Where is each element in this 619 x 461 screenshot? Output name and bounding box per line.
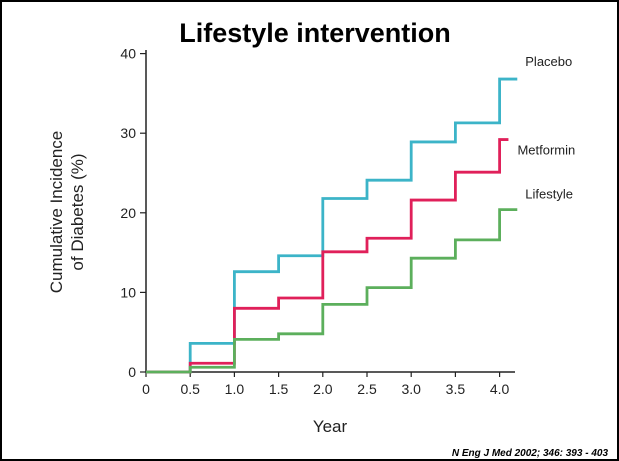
y-tick-label-3: 30	[120, 125, 136, 141]
x-axis-label: Year	[313, 417, 348, 436]
legend-group: Placebo Metformin Lifestyle	[517, 54, 575, 202]
series-label-metformin: Metformin	[517, 143, 575, 158]
y-axis-label-line2: of Diabetes (%)	[68, 153, 87, 270]
series-label-lifestyle: Lifestyle	[525, 187, 573, 202]
y-tick-label-2: 20	[120, 205, 136, 221]
y-axis-label-line1: Cumulative Incidence	[47, 131, 66, 294]
x-tick-label-8: 4.0	[490, 381, 510, 397]
x-tick-label-4: 2.0	[313, 381, 333, 397]
series-group	[146, 77, 518, 374]
citation: N Eng J Med 2002; 346: 393 - 403	[452, 448, 609, 459]
x-tick-label-7: 3.5	[446, 381, 466, 397]
x-tick-label-3: 1.5	[269, 381, 289, 397]
x-tick-label-2: 1.0	[225, 381, 245, 397]
x-tick-label-5: 2.5	[357, 381, 377, 397]
chart-title: Lifestyle intervention	[179, 18, 451, 48]
ticks-group: 0 0.5 1.0 1.5 2.0 2.5 3.0 3.5 4.0 0 10 20 30 40	[120, 46, 509, 397]
y-tick-label-4: 40	[120, 46, 136, 62]
x-tick-label-1: 0.5	[180, 381, 200, 397]
series-line-metformin	[146, 138, 509, 374]
axes-group	[145, 50, 515, 373]
y-tick-label-1: 10	[120, 284, 136, 300]
series-line-lifestyle	[146, 208, 518, 374]
x-tick-label-6: 3.0	[401, 381, 421, 397]
y-tick-label-0: 0	[128, 364, 136, 380]
series-label-placebo: Placebo	[525, 54, 572, 69]
x-tick-label-0: 0	[142, 381, 150, 397]
series-line-placebo	[146, 77, 518, 374]
y-axis-label: Cumulative Incidence of Diabetes (%)	[47, 131, 87, 294]
